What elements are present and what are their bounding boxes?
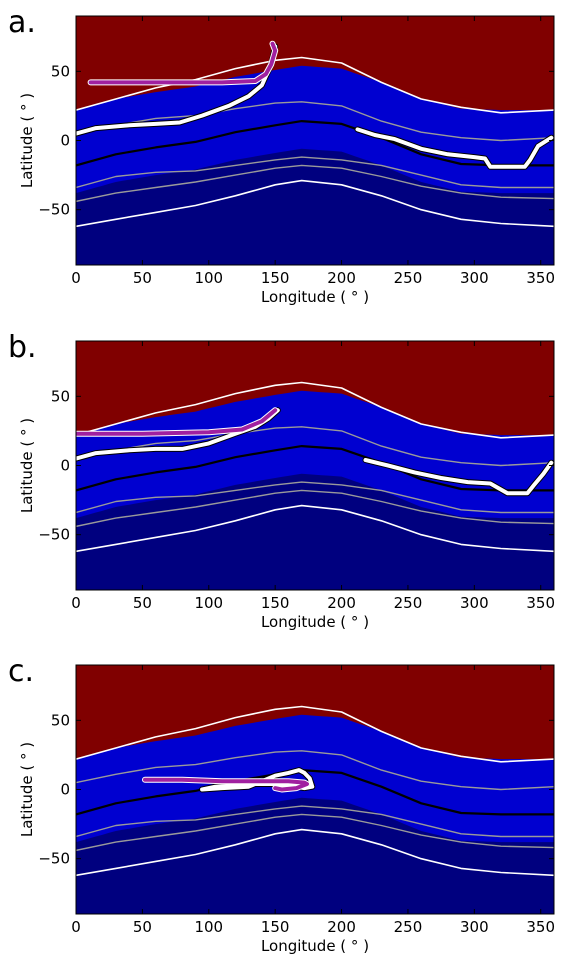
panel-label: b.: [8, 330, 37, 365]
contour-line: [76, 750, 554, 791]
y-tick-label: 50: [51, 711, 70, 729]
y-axis-title: Latitude ( ° ): [18, 742, 36, 837]
x-tick-label: 200: [327, 594, 356, 612]
x-axis-title: Longitude ( ° ): [261, 937, 369, 955]
x-tick-label: 0: [71, 594, 81, 612]
y-tick-label: 50: [51, 387, 70, 405]
x-tick-label: 350: [526, 269, 555, 287]
track-line: [363, 458, 554, 496]
track-line: [143, 777, 309, 792]
plot-area: [76, 341, 554, 590]
plot-area: [76, 16, 554, 265]
x-tick-label: 150: [261, 918, 290, 936]
y-tick-label: −50: [38, 850, 70, 868]
contour-line: [76, 705, 554, 763]
contour-line: [76, 504, 554, 553]
panel-label: c.: [8, 654, 34, 689]
track-line: [76, 44, 278, 136]
contour-line: [76, 813, 554, 852]
y-axis-title: Latitude ( ° ): [18, 418, 36, 513]
x-tick-label: 50: [133, 269, 152, 287]
y-tick-label: 0: [60, 457, 70, 475]
contour-line: [76, 56, 554, 114]
y-axis-title: Latitude ( ° ): [18, 93, 36, 188]
x-tick-label: 100: [194, 594, 223, 612]
x-tick-label: 300: [460, 269, 489, 287]
heatmap-top: [76, 665, 554, 760]
x-tick-label: 100: [194, 918, 223, 936]
x-tick-label: 250: [394, 269, 423, 287]
x-tick-label: 300: [460, 594, 489, 612]
x-tick-label: 250: [394, 594, 423, 612]
contour-line: [76, 489, 554, 528]
x-tick-label: 250: [394, 918, 423, 936]
x-tick-label: 150: [261, 269, 290, 287]
contour-line: [76, 164, 554, 203]
track-line: [88, 41, 278, 85]
x-tick-label: 200: [327, 918, 356, 936]
x-tick-label: 150: [261, 594, 290, 612]
panel-2: 0 50 100 150 200 250 300 350 −50 0 50 Longitude ( °…: [8, 654, 555, 955]
plot-area: [76, 665, 554, 914]
contour-line: [76, 156, 554, 189]
panel-label: a.: [8, 5, 36, 40]
contour-line: [76, 179, 554, 228]
panel-1: 0 50 100 150 200 250 300 350 −50 0 50 Longitude ( °…: [8, 330, 555, 631]
y-tick-label: 50: [51, 62, 70, 80]
y-tick-label: 0: [60, 781, 70, 799]
y-tick-label: −50: [38, 201, 70, 219]
contour-line: [76, 481, 554, 514]
contour-line: [76, 828, 554, 877]
x-tick-label: 350: [526, 594, 555, 612]
x-axis-title: Longitude ( ° ): [261, 613, 369, 631]
x-tick-label: 50: [133, 594, 152, 612]
panel-0: 0 50 100 150 200 250 300 350 −50 0 50 Longitude ( °…: [8, 5, 555, 306]
x-tick-label: 0: [71, 269, 81, 287]
y-tick-label: 0: [60, 132, 70, 150]
x-tick-label: 100: [194, 269, 223, 287]
contour-line: [76, 381, 554, 439]
contour-line: [76, 101, 554, 142]
x-tick-label: 300: [460, 918, 489, 936]
heatmap-top: [76, 341, 554, 436]
heatmap-top: [76, 16, 554, 111]
x-tick-label: 200: [327, 269, 356, 287]
x-tick-label: 0: [71, 918, 81, 936]
contour-line: [76, 805, 554, 838]
y-tick-label: −50: [38, 526, 70, 544]
contour-line: [76, 426, 554, 467]
x-axis-title: Longitude ( ° ): [261, 288, 369, 306]
contour-line: [76, 445, 554, 492]
contour-line: [76, 120, 554, 167]
track-line: [355, 127, 554, 169]
track-line: [76, 408, 278, 436]
x-tick-label: 350: [526, 918, 555, 936]
x-tick-label: 50: [133, 918, 152, 936]
